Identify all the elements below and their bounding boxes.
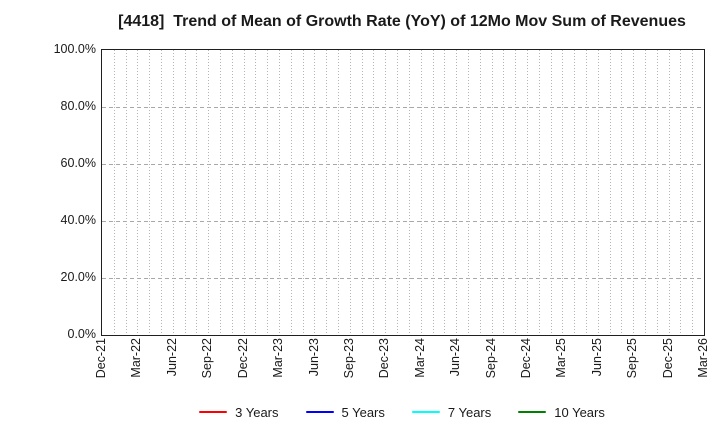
gridline-vertical	[231, 50, 233, 335]
x-tick-label: Jun-23	[306, 338, 321, 377]
gridline-vertical	[385, 50, 387, 335]
legend-item-7-years: 7 Years	[411, 404, 492, 420]
gridline-vertical	[149, 50, 151, 335]
x-tick-label: Mar-22	[129, 338, 144, 378]
gridline-vertical	[161, 50, 163, 335]
gridline-vertical	[668, 50, 670, 335]
legend: 3 Years 5 Years 7 Years 10 Years	[101, 402, 703, 422]
x-tick-label: Mar-24	[412, 338, 427, 378]
gridline-vertical	[196, 50, 198, 335]
gridline-vertical	[538, 50, 540, 335]
gridline-vertical	[361, 50, 363, 335]
gridline-vertical	[692, 50, 694, 335]
legend-label: 10 Years	[554, 404, 605, 420]
gridline-vertical	[597, 50, 599, 335]
legend-label: 5 Years	[341, 404, 385, 420]
gridline-horizontal	[102, 107, 704, 108]
gridline-vertical	[585, 50, 587, 335]
gridline-vertical	[432, 50, 434, 335]
gridline-vertical	[267, 50, 269, 335]
x-tick-label: Jun-24	[448, 338, 463, 377]
gridline-vertical	[220, 50, 222, 335]
x-tick-label: Mar-23	[271, 338, 286, 378]
gridline-vertical	[420, 50, 422, 335]
gridline-vertical	[408, 50, 410, 335]
legend-item-10-years: 10 Years	[518, 405, 605, 420]
gridline-vertical	[137, 50, 139, 335]
legend-line-icon	[518, 410, 547, 414]
plot-area	[101, 49, 705, 336]
gridline-vertical	[526, 50, 528, 335]
y-tick-label: 80.0%	[60, 99, 96, 113]
x-tick-label: Jun-22	[164, 338, 179, 377]
gridline-vertical	[479, 50, 481, 335]
x-tick-label: Sep-25	[625, 338, 640, 379]
x-tick-label: Dec-25	[660, 338, 675, 379]
gridline-vertical	[574, 50, 576, 335]
legend-label: 3 Years	[235, 404, 279, 420]
gridline-vertical	[279, 50, 281, 335]
gridline-vertical	[243, 50, 245, 335]
y-tick-label: 100.0%	[53, 42, 96, 56]
x-tick-label: Dec-23	[377, 338, 392, 379]
gridline-vertical	[550, 50, 552, 335]
gridline-vertical	[633, 50, 635, 335]
legend-item-5-years: 5 Years	[305, 404, 385, 420]
x-tick-label: Jun-25	[589, 338, 604, 377]
gridline-vertical	[456, 50, 458, 335]
gridline-vertical	[338, 50, 340, 335]
gridline-vertical	[373, 50, 375, 335]
legend-item-3-years: 3 Years	[199, 404, 279, 420]
x-tick-label: Sep-22	[200, 338, 215, 379]
legend-line-icon	[305, 410, 334, 414]
gridline-vertical	[621, 50, 623, 335]
x-tick-label: Mar-25	[554, 338, 569, 378]
gridline-vertical	[113, 50, 115, 335]
chart-title: [4418] Trend of Mean of Growth Rate (YoY…	[118, 13, 686, 30]
gridline-vertical	[314, 50, 316, 335]
x-tick-label: Mar-26	[696, 338, 710, 378]
legend-label: 7 Years	[447, 404, 492, 420]
gridline-vertical	[184, 50, 186, 335]
gridline-vertical	[644, 50, 646, 335]
gridline-vertical	[444, 50, 446, 335]
gridline-horizontal	[102, 278, 704, 279]
gridline-vertical	[467, 50, 469, 335]
gridline-vertical	[255, 50, 257, 335]
gridline-vertical	[562, 50, 564, 335]
x-tick-label: Dec-22	[235, 338, 250, 379]
gridline-vertical	[172, 50, 174, 335]
gridline-vertical	[208, 50, 210, 335]
gridline-vertical	[125, 50, 127, 335]
legend-line-icon	[199, 410, 228, 414]
gridline-horizontal	[102, 164, 704, 165]
x-tick-label: Sep-23	[341, 338, 356, 379]
gridline-vertical	[290, 50, 292, 335]
gridline-vertical	[515, 50, 517, 335]
gridline-vertical	[397, 50, 399, 335]
gridline-vertical	[503, 50, 505, 335]
gridline-vertical	[302, 50, 304, 335]
y-tick-label: 0.0%	[67, 327, 97, 341]
gridline-vertical	[349, 50, 351, 335]
gridline-horizontal	[102, 221, 704, 222]
gridline-vertical	[656, 50, 658, 335]
legend-line-icon	[411, 410, 440, 414]
y-tick-label: 20.0%	[60, 270, 96, 284]
x-tick-label: Sep-24	[483, 338, 498, 379]
y-tick-label: 60.0%	[60, 156, 96, 170]
y-tick-label: 40.0%	[60, 213, 96, 227]
x-tick-label: Dec-24	[518, 338, 533, 379]
gridline-vertical	[680, 50, 682, 335]
gridline-vertical	[609, 50, 611, 335]
x-tick-label: Dec-21	[94, 338, 108, 379]
gridline-vertical	[491, 50, 493, 335]
gridline-vertical	[326, 50, 328, 335]
